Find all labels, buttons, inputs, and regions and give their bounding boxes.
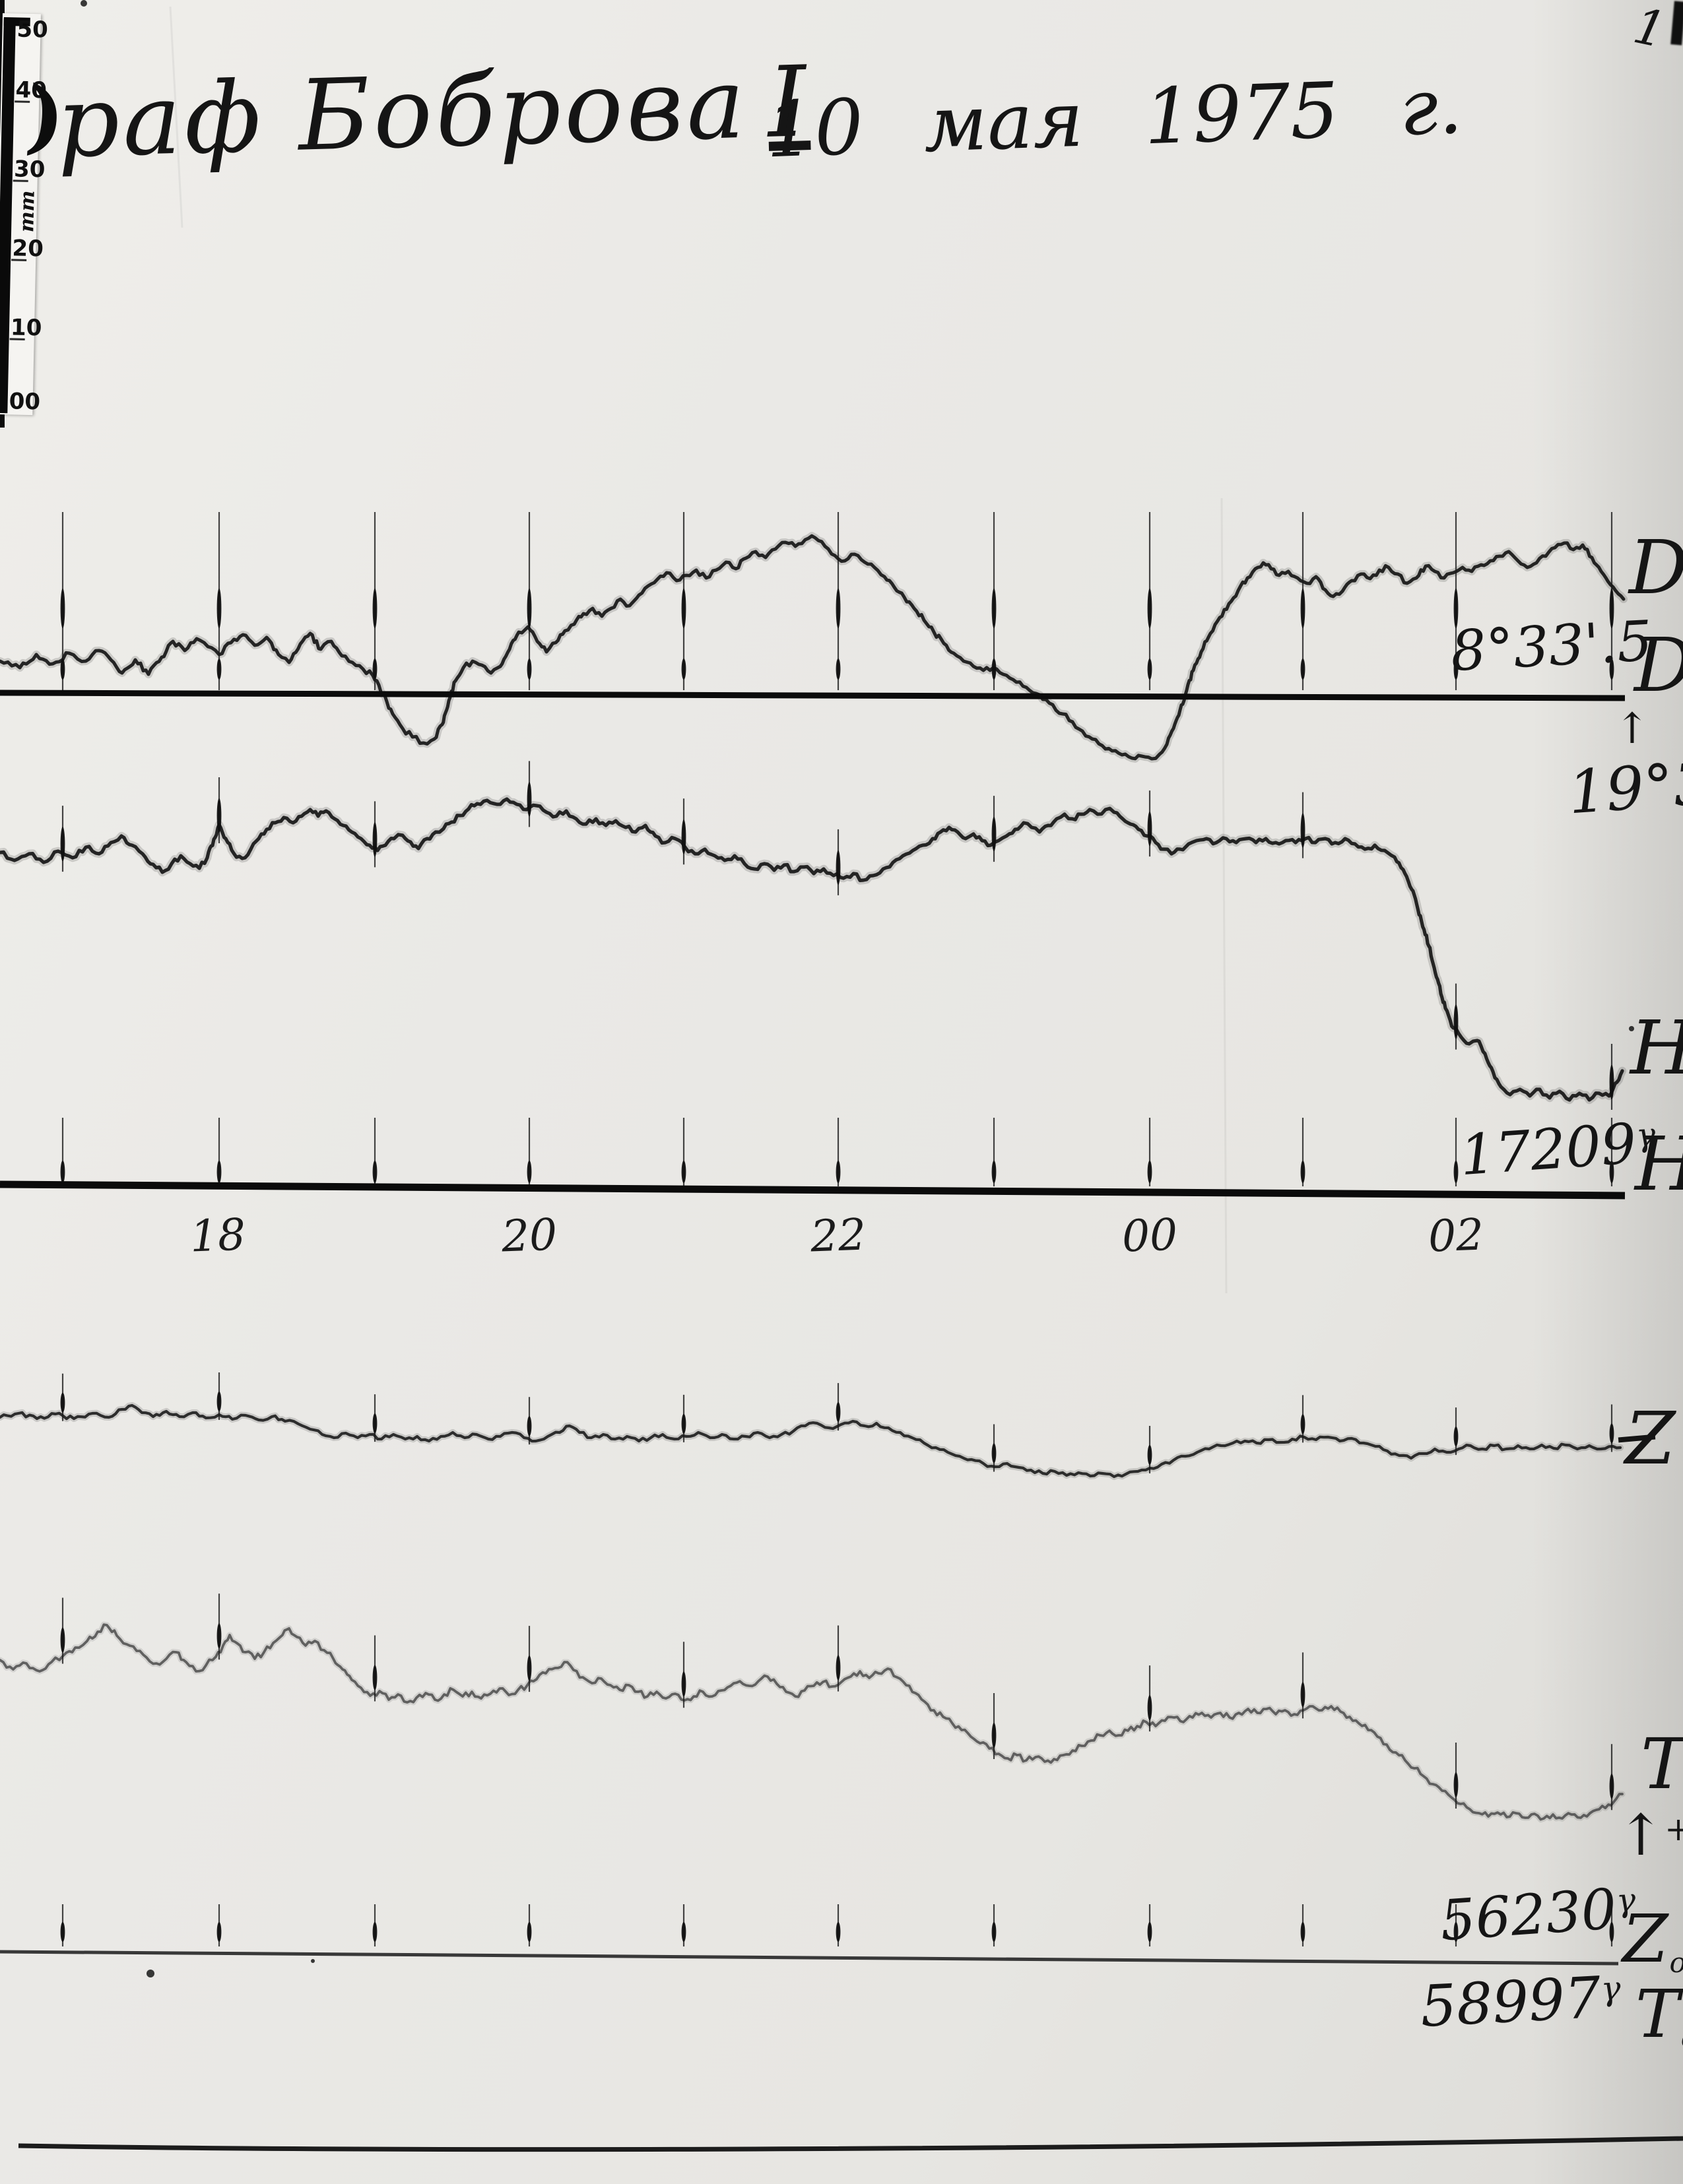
trace-label-H: H [1630, 1006, 1683, 1091]
trace-label-D: D [1629, 525, 1683, 611]
ruler-unit-label: mm [15, 190, 40, 233]
time-label: 02 [1427, 1209, 1485, 1262]
ruler-tick [9, 338, 25, 340]
ruler-label-00: 00 [9, 388, 41, 416]
baseline-label-T0: To [1635, 1975, 1683, 2054]
time-annotation-1930: 19°30 [1566, 746, 1683, 828]
ink-speck [311, 1959, 315, 1963]
ink-speck [1629, 1026, 1634, 1031]
ink-speck [147, 1970, 154, 1977]
paper-crease [169, 6, 183, 228]
h-baseline-value: 17209γ [1457, 1110, 1657, 1188]
declination-baseline-value: 8°33'.5 [1449, 608, 1654, 684]
generated-chart-marks [0, 512, 1628, 1966]
ruler-tick [11, 259, 27, 261]
baseline-label-D0: Do [1634, 623, 1683, 709]
time-label: 18 [189, 1209, 247, 1262]
ink-speck [81, 0, 87, 7]
up-arrow-icon: ↑ [1614, 705, 1650, 754]
ruler-label-50: 50 [16, 16, 49, 44]
ruler-label-20: 20 [12, 235, 44, 263]
baseline-label-Z0: Zo [1622, 1900, 1683, 1979]
time-label: 22 [809, 1209, 867, 1262]
t-scale-arrow-plus: ↑+ [1617, 1803, 1683, 1869]
time-label: 20 [500, 1209, 558, 1262]
t-baseline-value: 58997γ [1418, 1964, 1622, 2040]
z-baseline-value: 56230γ [1437, 1876, 1637, 1954]
baseline-label-H0: Ho [1635, 1122, 1683, 1207]
ruler-bar [0, 18, 16, 414]
paper-bottom-edge [18, 2136, 1683, 2152]
gamma-unit: γ [1600, 1969, 1622, 2008]
ruler-tick [13, 179, 28, 182]
paper-crease [1220, 498, 1228, 1294]
page-title: раф Боброва I [55, 45, 811, 179]
time-label: 00 [1121, 1209, 1179, 1262]
trace-label-T: T [1641, 1723, 1683, 1805]
ruler-label-10: 10 [10, 314, 42, 342]
